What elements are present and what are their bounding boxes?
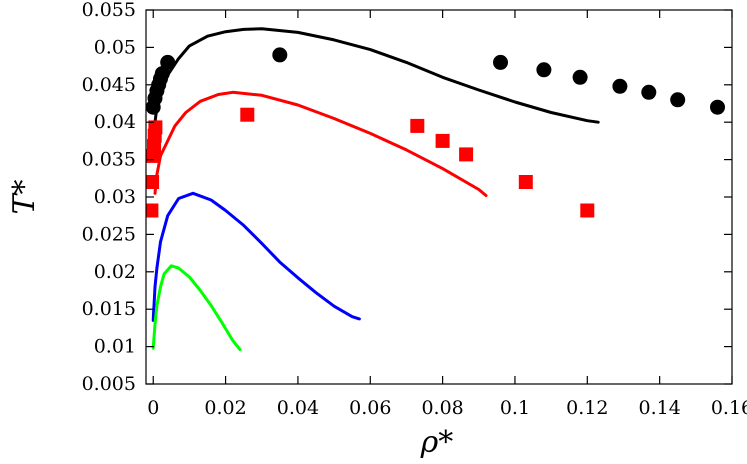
data-point-square-8 xyxy=(435,133,450,148)
y-tick-label-9: 0.05 xyxy=(94,36,136,58)
y-tick-label-6: 0.035 xyxy=(82,149,136,171)
x-tick-label-2: 0.04 xyxy=(277,397,319,419)
data-point-square-11 xyxy=(580,203,595,218)
axes: 0 0.02 0.04 0.06 0.08 0.1 0.12 0.14 0.16 0.005 0.0… xyxy=(82,0,747,419)
y-tick-label-7: 0.04 xyxy=(94,111,136,133)
x-tick-label-4: 0.08 xyxy=(421,397,463,419)
series-line-3 xyxy=(151,264,242,352)
data-point-square-1 xyxy=(146,175,160,189)
data-point-circle-12 xyxy=(641,84,657,100)
y-tick-label-2: 0.015 xyxy=(82,298,136,320)
x-tick-label-0: 0 xyxy=(147,397,159,419)
data-point-circle-11 xyxy=(612,78,628,94)
series-group xyxy=(146,27,725,352)
data-point-square-6 xyxy=(240,107,255,122)
data-point-circle-9 xyxy=(536,62,552,78)
y-tick-label-3: 0.02 xyxy=(94,261,136,283)
data-point-square-7 xyxy=(410,118,425,133)
y-tick-label-8: 0.045 xyxy=(82,74,136,96)
x-tick-label-8: 0.16 xyxy=(711,397,747,419)
x-tick-label-3: 0.06 xyxy=(349,397,391,419)
x-axis-title: ρ* xyxy=(420,425,454,460)
y-tick-label-4: 0.025 xyxy=(82,223,136,245)
data-point-circle-8 xyxy=(493,54,508,70)
data-point-circle-7 xyxy=(272,47,288,63)
data-point-circle-5 xyxy=(154,66,170,82)
data-point-square-0 xyxy=(146,203,159,218)
data-point-circle-14 xyxy=(710,99,725,115)
y-tick-label-1: 0.01 xyxy=(94,336,136,358)
plot-frame xyxy=(145,9,733,385)
series-line-2 xyxy=(151,191,361,322)
x-tick-label-7: 0.14 xyxy=(638,397,680,419)
data-point-square-10 xyxy=(518,175,533,189)
data-point-circle-10 xyxy=(572,69,588,85)
x-tick-label-1: 0.02 xyxy=(204,397,246,419)
data-point-circle-13 xyxy=(670,92,686,108)
y-tick-label-10: 0.055 xyxy=(82,0,136,21)
plot-area xyxy=(146,27,725,352)
data-point-circle-6 xyxy=(160,54,176,70)
y-tick-label-0: 0.005 xyxy=(82,373,136,395)
y-axis-title: T* xyxy=(7,179,42,214)
data-point-square-9 xyxy=(459,147,474,162)
series-line-0 xyxy=(153,27,600,124)
x-tick-label-6: 0.12 xyxy=(566,397,608,419)
y-tick-label-5: 0.03 xyxy=(94,186,136,208)
x-tick-label-5: 0.1 xyxy=(500,397,530,419)
data-point-square-5 xyxy=(148,120,163,135)
series-line-1 xyxy=(153,90,488,197)
